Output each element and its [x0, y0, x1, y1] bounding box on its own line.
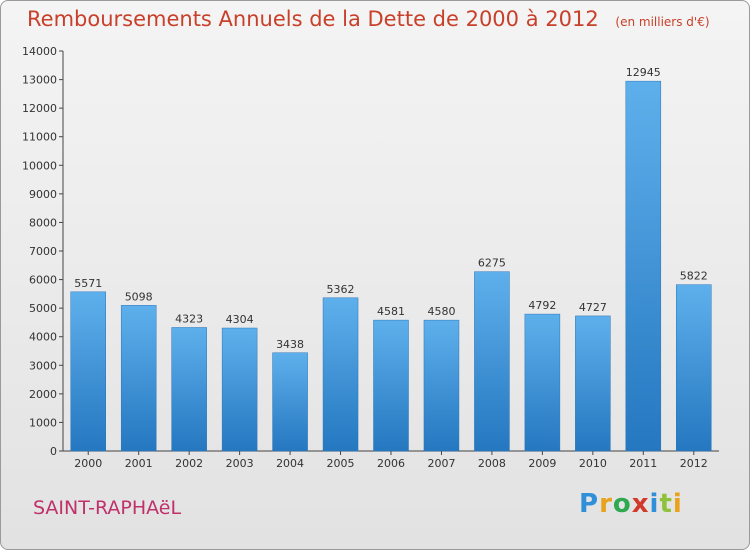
bar [272, 352, 308, 452]
bar [373, 319, 409, 452]
bar-value-label: 4581 [377, 305, 405, 318]
y-tick-label: 9000 [29, 188, 57, 201]
chart-bars: 5571 5098 4323 4304 3438 5362 4581 4580 6275 4792… [70, 66, 712, 452]
y-tick-label: 10000 [22, 159, 57, 172]
chart-title-text: Remboursements Annuels de la Dette de 20… [27, 7, 599, 31]
logo-letter: i [649, 489, 660, 519]
bar [120, 305, 157, 452]
bar [676, 284, 712, 452]
bar-value-label: 4727 [579, 301, 607, 314]
y-tick-label: 7000 [29, 245, 57, 258]
x-tick-label: 2012 [680, 457, 708, 470]
chart-unit: (en milliers d'€) [615, 15, 710, 29]
bar-value-label: 5822 [680, 270, 708, 283]
logo-letter: r [599, 489, 613, 519]
y-tick-label: 5000 [29, 302, 57, 315]
x-tick-label: 2000 [74, 457, 102, 470]
x-tick-label: 2006 [377, 457, 405, 470]
bar-value-label: 12945 [626, 66, 661, 79]
logo-letter: x [631, 489, 650, 519]
bar [423, 319, 460, 452]
bar-value-label: 6275 [478, 257, 506, 270]
bar-value-label: 4792 [528, 299, 556, 312]
x-tick-label: 2011 [629, 457, 657, 470]
x-tick-label: 2010 [579, 457, 607, 470]
bar-value-label: 4580 [427, 305, 455, 318]
logo-letter: o [612, 489, 632, 519]
bar [171, 327, 207, 452]
y-tick-label: 11000 [22, 131, 57, 144]
x-tick-label: 2007 [427, 457, 455, 470]
bar [322, 297, 359, 452]
logo-letter: i [672, 489, 683, 519]
chart-title: Remboursements Annuels de la Dette de 20… [27, 7, 710, 31]
y-tick-label: 6000 [29, 274, 57, 287]
chart-axes: 0 1000 2000 3000 4000 5000 6000 7000 8000 9000 100… [22, 45, 719, 470]
x-tick-label: 2002 [175, 457, 203, 470]
y-tick-label: 3000 [29, 359, 57, 372]
y-tick-label: 12000 [22, 102, 57, 115]
x-tick-label: 2008 [478, 457, 506, 470]
bar-value-label: 4323 [175, 312, 203, 325]
x-tick-label: 2009 [528, 457, 556, 470]
bar-value-label: 4304 [226, 313, 254, 326]
city-name: SAINT-RAPHAëL [33, 497, 182, 519]
bar [524, 313, 561, 452]
logo-letter: t [659, 489, 673, 519]
bar [474, 271, 510, 452]
bar [70, 291, 106, 452]
bar [625, 80, 662, 452]
proxiti-logo: Proxiti [579, 489, 683, 519]
y-tick-label: 13000 [22, 74, 57, 87]
logo-letter: P [579, 489, 600, 519]
bar-value-label: 5362 [327, 283, 355, 296]
bar-value-label: 3438 [276, 338, 304, 351]
x-tick-label: 2004 [276, 457, 304, 470]
bar-value-label: 5571 [74, 277, 102, 290]
bar [575, 315, 611, 452]
y-tick-label: 1000 [29, 416, 57, 429]
y-tick-label: 8000 [29, 216, 57, 229]
y-tick-label: 4000 [29, 331, 57, 344]
bar-value-label: 5098 [125, 290, 153, 303]
x-tick-label: 2003 [226, 457, 254, 470]
y-tick-label: 14000 [22, 45, 57, 58]
bar [221, 327, 258, 452]
y-tick-label: 2000 [29, 388, 57, 401]
x-tick-label: 2001 [125, 457, 153, 470]
x-tick-label: 2005 [327, 457, 355, 470]
y-tick-label: 0 [50, 445, 57, 458]
